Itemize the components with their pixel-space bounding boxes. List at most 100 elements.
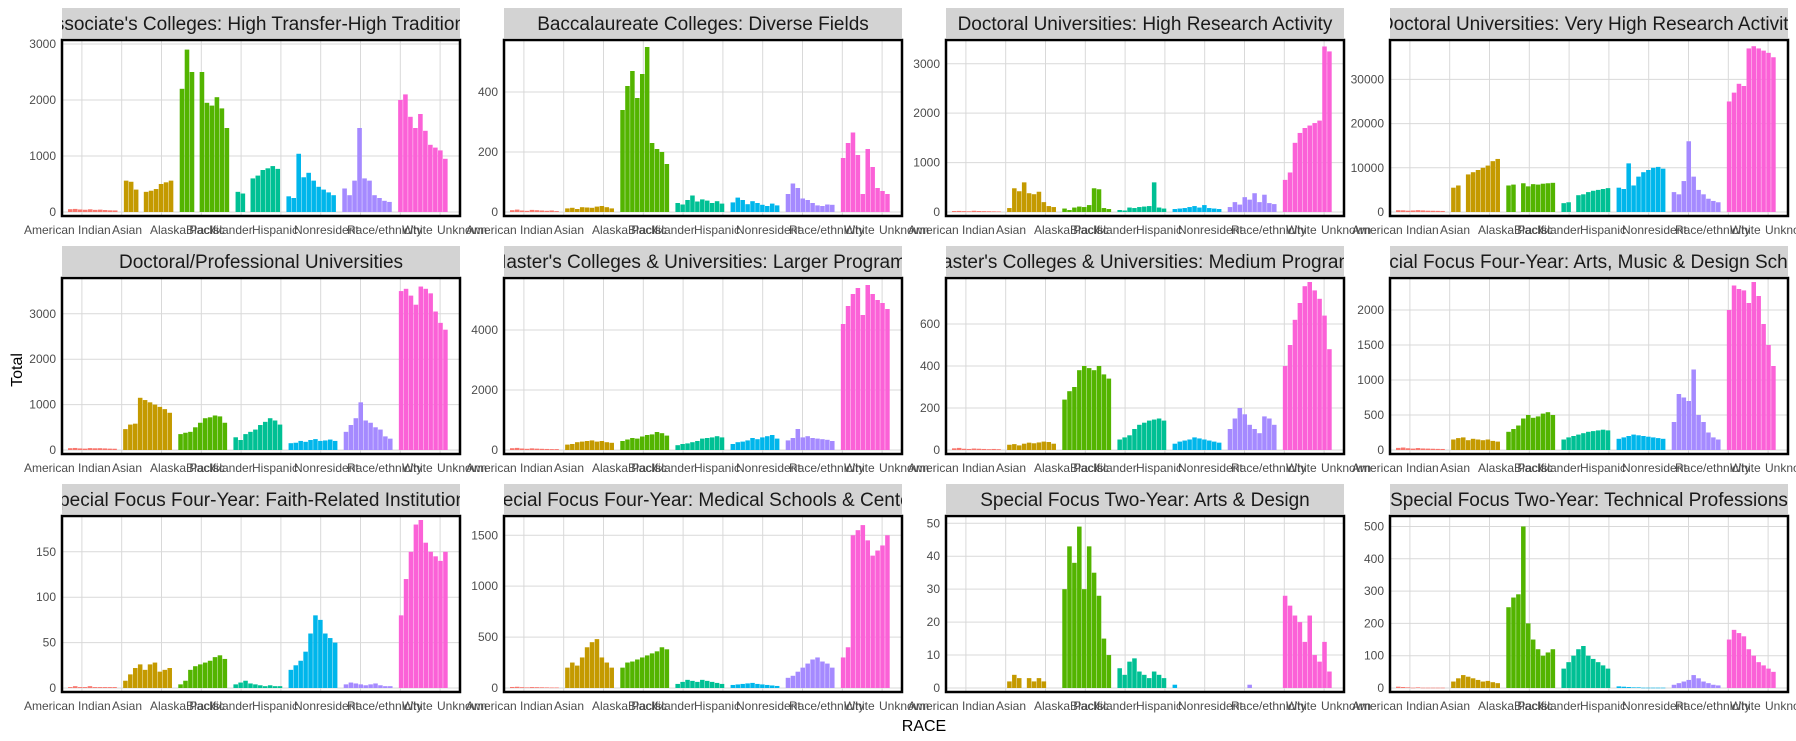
bar [240, 193, 246, 212]
bar [1430, 210, 1435, 212]
y-tick-label: 150 [36, 545, 56, 559]
y-tick-label: 30000 [1351, 72, 1385, 86]
bar [1646, 436, 1651, 450]
bar [1036, 678, 1042, 688]
bar [1137, 207, 1142, 212]
bar [298, 440, 303, 450]
bar [554, 687, 559, 689]
bar [685, 200, 690, 212]
bar [372, 195, 377, 212]
bar [318, 619, 323, 688]
x-tick-label: Islander [1094, 699, 1137, 713]
bar [1062, 589, 1067, 688]
bar [1161, 420, 1167, 450]
bar [343, 431, 349, 450]
bar [1122, 210, 1127, 212]
bar [1405, 687, 1411, 688]
bar [179, 88, 185, 212]
facet-panel: Doctoral/Professional Universities 0 1000 2… [24, 246, 487, 475]
bar [709, 437, 715, 450]
bar [675, 683, 680, 688]
bar [740, 683, 745, 688]
bar [1756, 662, 1761, 688]
x-tick-label: White [1286, 223, 1317, 237]
facet-panel: Doctoral Universities: Very High Researc… [1351, 8, 1796, 237]
bar [570, 662, 575, 688]
bar [1156, 207, 1162, 212]
bar [1586, 655, 1591, 688]
bar [952, 448, 957, 450]
bar [659, 152, 665, 212]
bar [1122, 437, 1127, 450]
y-tick-label: 40 [927, 549, 941, 563]
bar [1016, 678, 1022, 688]
bar [1127, 435, 1132, 450]
bar [1655, 438, 1661, 450]
x-tick-label: White [1730, 699, 1761, 713]
bar [539, 210, 545, 212]
bar [649, 434, 655, 450]
bar [1182, 440, 1187, 450]
bar [403, 288, 409, 450]
bar [529, 448, 535, 450]
bar [238, 682, 243, 688]
bar [1736, 633, 1742, 688]
facet-strip [946, 246, 1344, 276]
bar [1062, 208, 1067, 212]
x-tick-label: Hispanic [1136, 223, 1182, 237]
bar [760, 437, 765, 450]
bar [331, 195, 336, 212]
x-tick-label: Hispanic [252, 461, 298, 475]
bar [966, 211, 972, 212]
y-tick-label: 3000 [29, 307, 56, 321]
bar [142, 400, 148, 450]
bar [212, 657, 218, 688]
bar [1480, 681, 1486, 688]
bar [1711, 200, 1716, 212]
panel-border [502, 38, 904, 218]
bar [704, 438, 710, 450]
bar [1590, 190, 1596, 212]
bar [207, 417, 213, 450]
bar [1101, 638, 1107, 688]
bar [443, 158, 448, 212]
bar [830, 441, 835, 450]
bar [1681, 397, 1687, 450]
bar [1581, 194, 1586, 212]
bar [630, 661, 635, 688]
bar [1746, 48, 1752, 212]
bar [1317, 120, 1322, 212]
bar [700, 199, 705, 212]
bar [769, 203, 775, 212]
bar [255, 175, 261, 212]
bar [363, 685, 368, 688]
panel-border [1388, 514, 1790, 694]
bar [1026, 442, 1032, 450]
bar [635, 98, 640, 212]
bar [1237, 408, 1243, 450]
bar [1307, 282, 1312, 450]
bar [579, 441, 585, 450]
bar [1081, 366, 1087, 450]
bar [143, 191, 149, 212]
bar [1400, 210, 1406, 212]
facet-panel: Special Focus Two-Year: Arts & Design 0 10… [908, 484, 1371, 713]
bar [158, 184, 164, 212]
bar [735, 442, 741, 450]
facet-title: Special Focus Four-Year: Arts, Music & D… [1355, 252, 1796, 273]
bar [790, 183, 796, 212]
bar [1302, 641, 1308, 688]
x-tick-label: Alaska Pacific [592, 223, 667, 237]
bar [188, 431, 193, 450]
bar [1525, 415, 1531, 450]
bar [1480, 440, 1486, 450]
bar [790, 675, 796, 688]
bar [1031, 443, 1037, 450]
bar [991, 448, 996, 450]
x-tick-label: Race/ethnicity [1675, 223, 1750, 237]
bar [1327, 671, 1332, 688]
bar [1106, 209, 1112, 212]
bar [233, 684, 238, 688]
bar [850, 535, 856, 688]
